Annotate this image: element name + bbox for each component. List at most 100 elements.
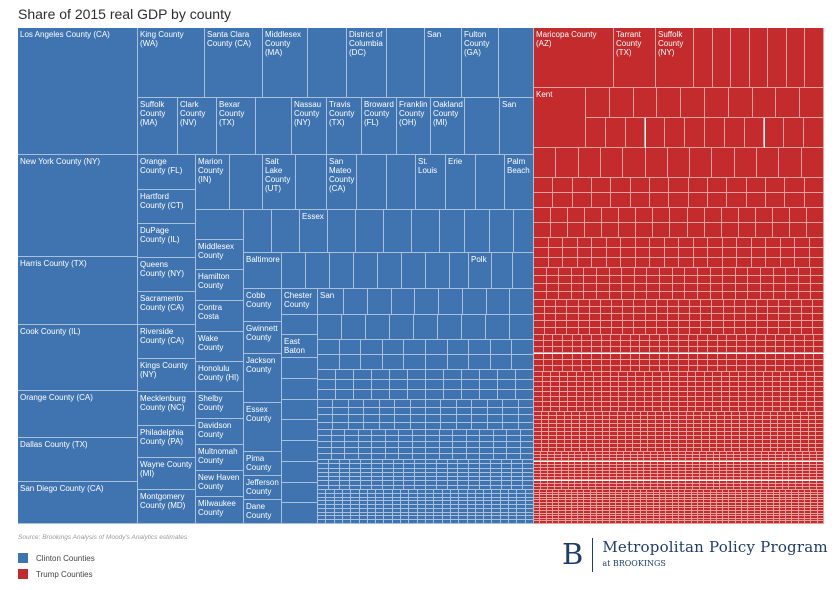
county-cell	[734, 314, 746, 321]
county-cell	[597, 276, 610, 284]
county-cell	[727, 359, 737, 366]
county-cell	[518, 400, 534, 408]
county-cell	[350, 481, 362, 486]
county-cell	[546, 276, 560, 284]
county-cell	[775, 341, 786, 348]
county-cell	[439, 448, 453, 454]
county-cell	[256, 98, 292, 155]
county-cell	[595, 424, 603, 428]
county-cell	[735, 284, 749, 292]
county-cell	[679, 314, 691, 321]
county-cell	[667, 300, 679, 307]
county-cell	[559, 268, 572, 276]
county-label: Shelby County	[198, 394, 224, 412]
county-cell	[493, 430, 507, 436]
county-cell	[534, 428, 542, 432]
county-cell	[708, 347, 718, 354]
county-cell	[576, 407, 586, 412]
county-cell	[426, 355, 448, 370]
county-cell	[785, 428, 794, 432]
county-cell	[611, 347, 621, 354]
county-cell	[447, 485, 459, 490]
county-cell	[342, 520, 352, 524]
county-cell	[697, 284, 711, 292]
county-cell	[548, 248, 563, 258]
county-cell	[773, 276, 787, 284]
program-name: Metropolitan Policy Program	[602, 538, 828, 556]
county-cell	[748, 276, 761, 284]
county-cell	[331, 442, 345, 448]
county-cell	[809, 258, 824, 268]
county-cell	[713, 382, 722, 387]
legend-swatch-clinton	[18, 553, 28, 563]
county-cell	[534, 392, 543, 397]
county-cell	[385, 442, 399, 448]
county-cell	[650, 359, 660, 366]
county-cell	[766, 341, 776, 348]
county-cell	[466, 442, 480, 448]
county-cell	[593, 377, 603, 382]
county-cell	[814, 335, 824, 342]
county-cell	[657, 88, 682, 118]
county-cell	[781, 387, 790, 392]
county-label: Oakland County (MI)	[433, 100, 463, 127]
county-cell	[755, 416, 763, 420]
county-cell	[553, 353, 563, 360]
county-cell	[415, 468, 426, 473]
county-cell	[644, 402, 654, 407]
county-cell	[426, 253, 450, 289]
county-cell	[486, 289, 511, 315]
county-cell	[582, 359, 592, 366]
county-cell	[727, 341, 737, 348]
county-cell	[653, 402, 662, 407]
county-cell	[348, 415, 365, 423]
county-cell	[318, 355, 340, 370]
county-cell	[415, 289, 439, 315]
county-cell	[687, 223, 705, 238]
county-cell-maricopa: Maricopa County (AZ)	[534, 28, 614, 88]
county-cell	[344, 289, 368, 315]
county-cell	[778, 416, 786, 420]
county-cell	[393, 481, 405, 486]
county-cell	[690, 148, 713, 178]
county-cell	[712, 328, 724, 335]
county-cell	[331, 436, 345, 442]
county-cell	[717, 416, 725, 420]
county-cell	[717, 420, 725, 424]
county-cell	[610, 382, 620, 387]
county-cell	[650, 335, 660, 342]
county-cell	[409, 512, 418, 517]
county-cell	[721, 407, 731, 412]
county-cell	[766, 347, 776, 354]
county-cell	[808, 416, 817, 420]
county-cell	[348, 422, 365, 430]
county-cell	[450, 253, 469, 289]
county-cell	[756, 353, 766, 360]
county-cell	[623, 148, 646, 178]
county-cell	[563, 341, 573, 348]
county-cell	[650, 178, 670, 193]
county-cell	[585, 407, 594, 412]
county-cell	[364, 422, 380, 430]
county-cell	[696, 397, 705, 402]
county-cell	[466, 436, 480, 442]
county-cell	[339, 468, 351, 473]
county-cell	[512, 468, 524, 473]
county-cell	[399, 442, 413, 448]
county-cell	[553, 341, 563, 348]
county-cell	[633, 416, 641, 420]
county-cell	[679, 341, 689, 348]
county-cell	[318, 380, 336, 390]
county-cell	[415, 477, 426, 482]
county-cell	[516, 370, 534, 380]
county-cell	[705, 118, 725, 148]
county-cell	[605, 118, 626, 148]
county-cell	[401, 512, 410, 517]
county-cell	[737, 341, 747, 348]
county-cell	[359, 505, 368, 509]
county-cell	[392, 516, 402, 521]
county-cell	[417, 505, 426, 509]
county-cell	[442, 516, 451, 521]
county-cell	[339, 472, 351, 478]
county-cell	[441, 422, 457, 430]
